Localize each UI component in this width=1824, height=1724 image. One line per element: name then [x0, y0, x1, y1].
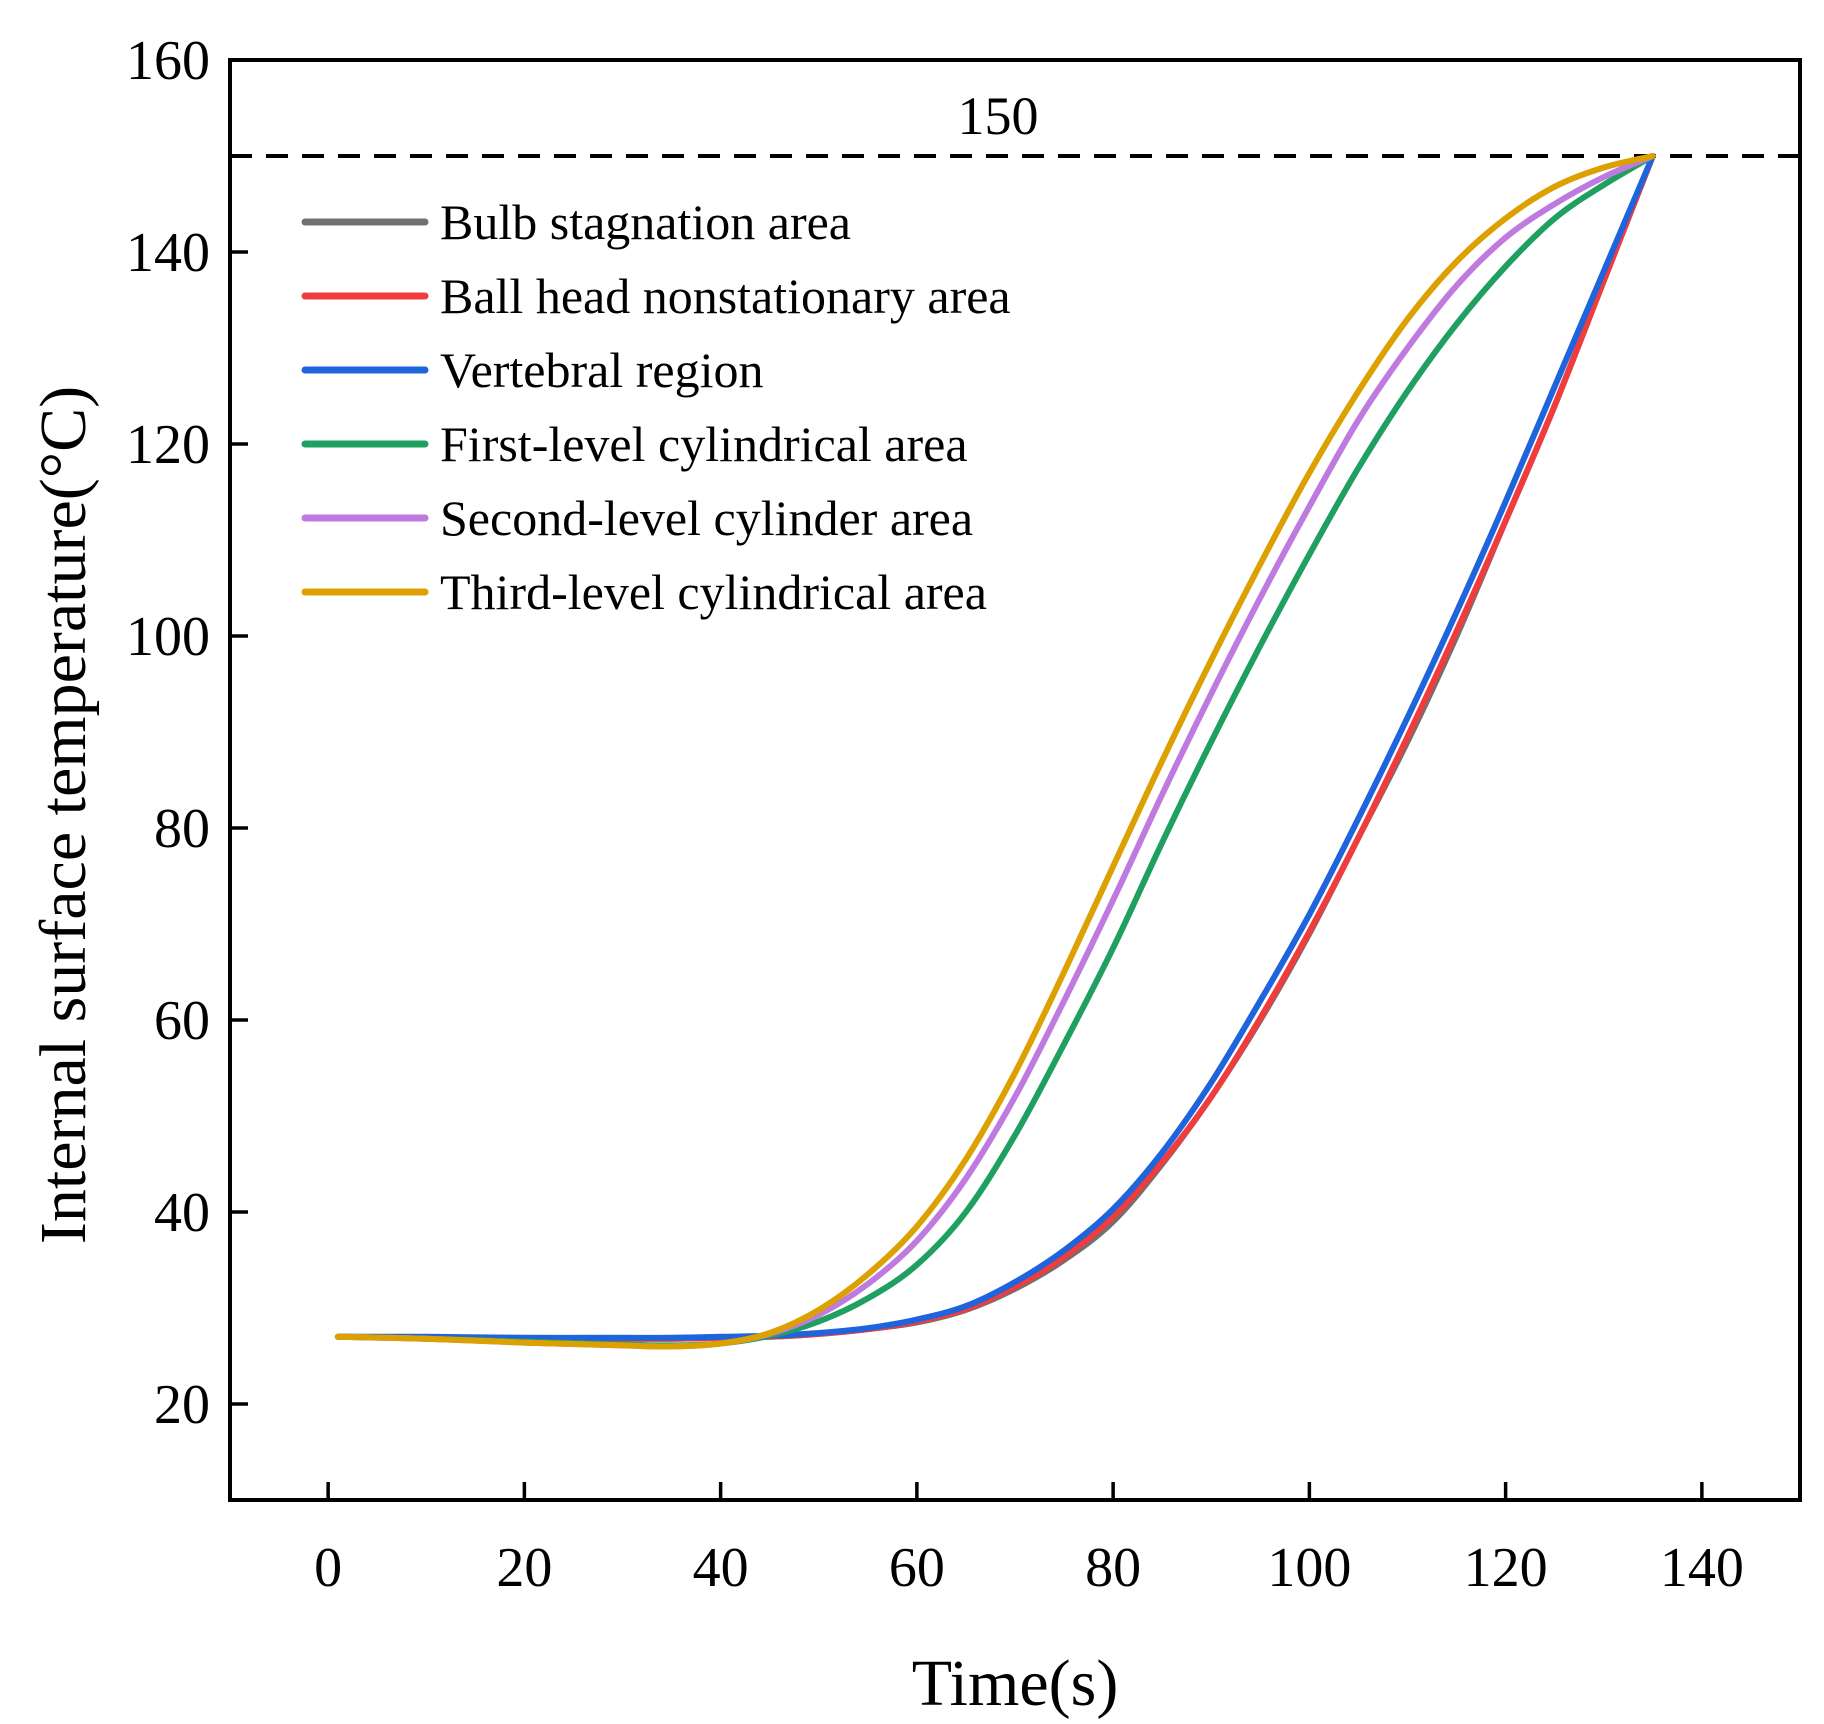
series-line-3	[334, 153, 1656, 1341]
x-tick-label: 40	[693, 1537, 749, 1599]
series-line-6	[334, 153, 1656, 1350]
y-tick-label: 120	[126, 414, 210, 476]
y-tick-label: 80	[154, 798, 210, 860]
y-axis-title: Internal surface temperature(°C)	[27, 386, 100, 1244]
y-tick-label: 60	[154, 990, 210, 1052]
y-tick-label: 100	[126, 606, 210, 668]
x-tick-label: 0	[314, 1537, 342, 1599]
x-tick-label: 80	[1085, 1537, 1141, 1599]
series-layer	[334, 153, 1656, 1350]
legend-label-2: Ball head nonstationary area	[440, 268, 1011, 324]
x-tick-label: 120	[1464, 1537, 1548, 1599]
reference-layer: 150	[230, 86, 1800, 158]
reference-line-label: 150	[958, 86, 1039, 146]
y-tick-label: 20	[154, 1374, 210, 1436]
plot-frame	[228, 58, 1802, 1502]
x-tick-label: 140	[1660, 1537, 1744, 1599]
legend-label-3: Vertebral region	[440, 342, 763, 398]
x-tick-label: 100	[1267, 1537, 1351, 1599]
x-tick-label: 60	[889, 1537, 945, 1599]
x-axis-title: Time(s)	[912, 1647, 1119, 1720]
y-tick-label: 40	[154, 1182, 210, 1244]
y-tick-label: 140	[126, 222, 210, 284]
legend: Bulb stagnation area Ball head nonstation…	[301, 194, 1011, 620]
legend-label-1: Bulb stagnation area	[440, 194, 851, 250]
axes-layer: 0 20 40 60 80 100 120 140 20 40 60 80 100 120 140 160	[126, 30, 1802, 1599]
legend-label-5: Second-level cylinder area	[440, 490, 973, 546]
legend-label-6: Third-level cylindrical area	[440, 564, 987, 620]
y-tick-label: 160	[126, 30, 210, 92]
legend-label-4: First-level cylindrical area	[440, 416, 968, 472]
x-tick-label: 20	[496, 1537, 552, 1599]
